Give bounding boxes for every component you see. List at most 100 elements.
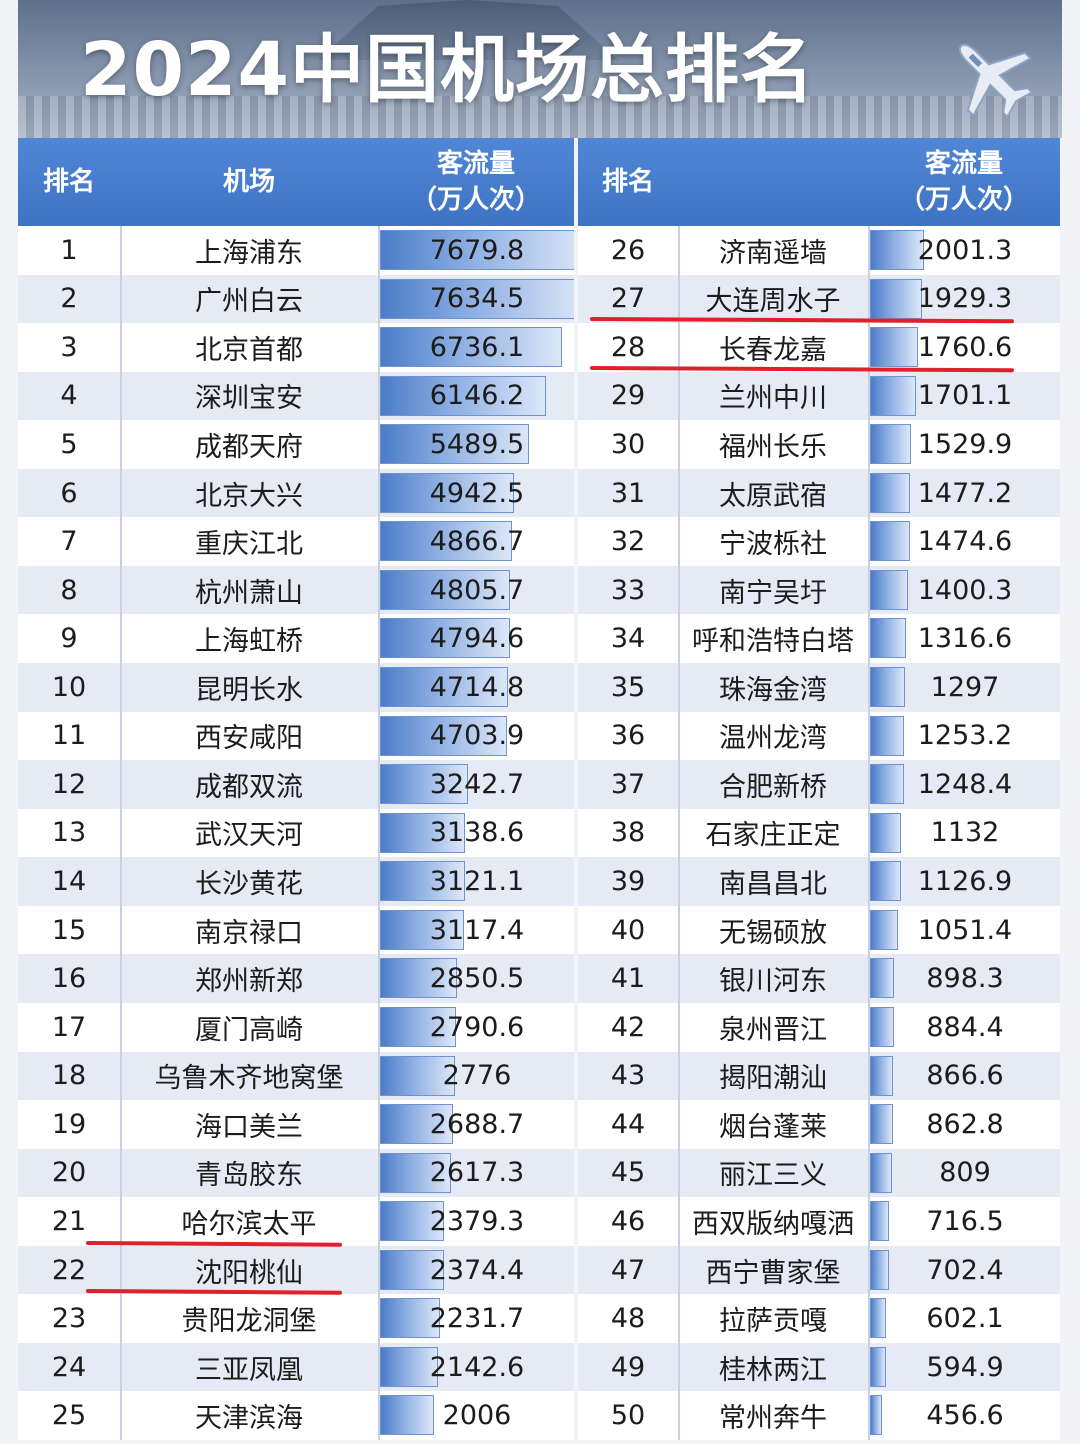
airport-cell: 桂林两江 — [719, 1354, 827, 1386]
traffic-value: 809 — [939, 1157, 991, 1189]
rank-cell: 9 — [60, 623, 78, 655]
traffic-bar — [870, 1249, 890, 1290]
traffic-bar — [870, 230, 925, 270]
traffic-value: 1126.9 — [917, 866, 1013, 898]
airport-cell: 厦门高崎 — [195, 1014, 303, 1046]
traffic-bar — [380, 569, 511, 610]
airport-cell: 上海虹桥 — [195, 626, 303, 658]
table-row: 36 温州龙湾 1253.2 — [578, 711, 1060, 761]
traffic-bar — [380, 424, 529, 465]
traffic-bar — [870, 715, 904, 756]
traffic-bar — [870, 861, 901, 902]
table-row: 9 上海虹桥 4794.6 — [18, 614, 574, 664]
airport-cell: 海口美兰 — [195, 1111, 303, 1143]
title-banner: 2024中国机场总排名 — [18, 0, 1062, 138]
airport-cell: 武汉天河 — [195, 820, 303, 852]
traffic-value: 1474.6 — [917, 526, 1013, 558]
rank-cell: 20 — [51, 1157, 87, 1189]
airport-cell: 成都双流 — [195, 771, 303, 803]
traffic-value: 1929.3 — [917, 283, 1013, 315]
table-row: 14 长沙黄花 3121.1 — [18, 857, 574, 906]
column-divider — [378, 226, 380, 1440]
table-row: 19 海口美兰 2688.7 — [18, 1100, 574, 1149]
traffic-value: 702.4 — [926, 1254, 1004, 1286]
rank-cell: 32 — [610, 526, 646, 558]
airport-cell: 大连周水子 — [705, 286, 841, 318]
rank-cell: 50 — [610, 1400, 646, 1432]
rank-cell: 47 — [610, 1254, 646, 1286]
traffic-value: 4714.8 — [429, 671, 525, 703]
table-row: 47 西宁曹家堡 702.4 — [578, 1245, 1060, 1295]
rank-cell: 11 — [51, 720, 87, 752]
airport-cell: 南昌昌北 — [719, 869, 827, 901]
traffic-bar — [380, 1346, 439, 1387]
rank-cell: 34 — [610, 623, 646, 655]
rank-cell: 6 — [60, 477, 78, 509]
traffic-value: 2231.7 — [429, 1303, 525, 1335]
table-row: 12 成都双流 3242.7 — [18, 760, 574, 809]
airport-cell: 石家庄正定 — [705, 820, 841, 852]
traffic-value: 2850.5 — [429, 963, 525, 995]
rank-cell: 5 — [60, 429, 78, 460]
header-airport-right — [678, 138, 868, 226]
traffic-value: 716.5 — [926, 1205, 1004, 1237]
traffic-bar — [870, 327, 918, 368]
rank-cell: 40 — [610, 914, 646, 946]
table-row: 32 宁波栎社 1474.6 — [578, 517, 1060, 566]
table-row: 17 厦门高崎 2790.6 — [18, 1002, 574, 1052]
airport-cell: 昆明长水 — [195, 674, 303, 706]
rank-cell: 31 — [610, 477, 646, 509]
traffic-value: 594.9 — [926, 1351, 1004, 1383]
airport-cell: 常州奔牛 — [719, 1403, 827, 1435]
rank-cell: 38 — [610, 817, 646, 849]
rank-cell: 16 — [51, 963, 87, 995]
table-row: 20 青岛胶东 2617.3 — [18, 1148, 574, 1198]
traffic-value: 7679.8 — [429, 234, 525, 266]
rank-cell: 17 — [51, 1011, 87, 1043]
traffic-bar — [870, 1346, 887, 1387]
rank-cell: 27 — [610, 283, 646, 315]
airport-cell: 宁波栎社 — [719, 529, 827, 561]
table-row: 42 泉州晋江 884.4 — [578, 1002, 1060, 1052]
traffic-value: 1701.1 — [917, 380, 1013, 412]
table-body-right: 26 济南遥墙 2001.3 27 大连周水子 1929.3 28 长春龙嘉 1760.6 29 兰… — [578, 226, 1060, 1440]
traffic-bar — [380, 667, 508, 708]
table-row: 11 西安咸阳 4703.9 — [18, 711, 574, 761]
airport-cell: 南京禄口 — [195, 917, 303, 949]
traffic-value: 1051.4 — [917, 914, 1013, 946]
traffic-bar — [380, 958, 458, 999]
table-row: 44 烟台蓬莱 862.8 — [578, 1100, 1060, 1149]
airport-cell: 银川河东 — [719, 966, 827, 998]
traffic-value: 3117.4 — [429, 914, 525, 946]
traffic-bar — [870, 764, 904, 805]
table-row: 1 上海浦东 7679.8 — [18, 226, 588, 275]
table-row: 35 珠海金湾 1297 — [578, 663, 1060, 712]
traffic-value: 6736.1 — [429, 331, 525, 363]
traffic-value: 456.6 — [926, 1400, 1004, 1432]
rank-cell: 29 — [610, 380, 646, 412]
traffic-bar — [380, 715, 508, 756]
table-row: 21 哈尔滨太平 2379.3 — [18, 1197, 574, 1246]
traffic-value: 6146.2 — [429, 380, 525, 412]
traffic-bar — [870, 812, 901, 853]
header-rank: 排名 — [42, 167, 95, 197]
traffic-value: 2006 — [442, 1400, 512, 1432]
traffic-value: 2142.6 — [429, 1351, 525, 1383]
table-row: 50 常州奔牛 456.6 — [578, 1391, 1060, 1440]
table-row: 25 天津滨海 2006 — [18, 1391, 574, 1440]
rank-cell: 33 — [610, 574, 646, 606]
table-row: 33 南宁吴圩 1400.3 — [578, 565, 1060, 615]
traffic-bar — [870, 958, 895, 999]
rank-cell: 36 — [610, 720, 646, 752]
header-airport: 机场 — [222, 167, 275, 197]
table-row: 34 呼和浩特白塔 1316.6 — [578, 614, 1060, 664]
rank-cell: 4 — [60, 380, 78, 412]
rank-cell: 43 — [610, 1060, 646, 1092]
airport-cell: 长沙黄花 — [195, 869, 303, 901]
traffic-value: 4794.6 — [429, 623, 525, 655]
traffic-bar — [380, 812, 465, 853]
traffic-bar — [380, 1006, 456, 1047]
airport-cell: 北京首都 — [195, 334, 303, 366]
traffic-bar — [870, 1104, 894, 1145]
traffic-bar — [870, 424, 912, 465]
